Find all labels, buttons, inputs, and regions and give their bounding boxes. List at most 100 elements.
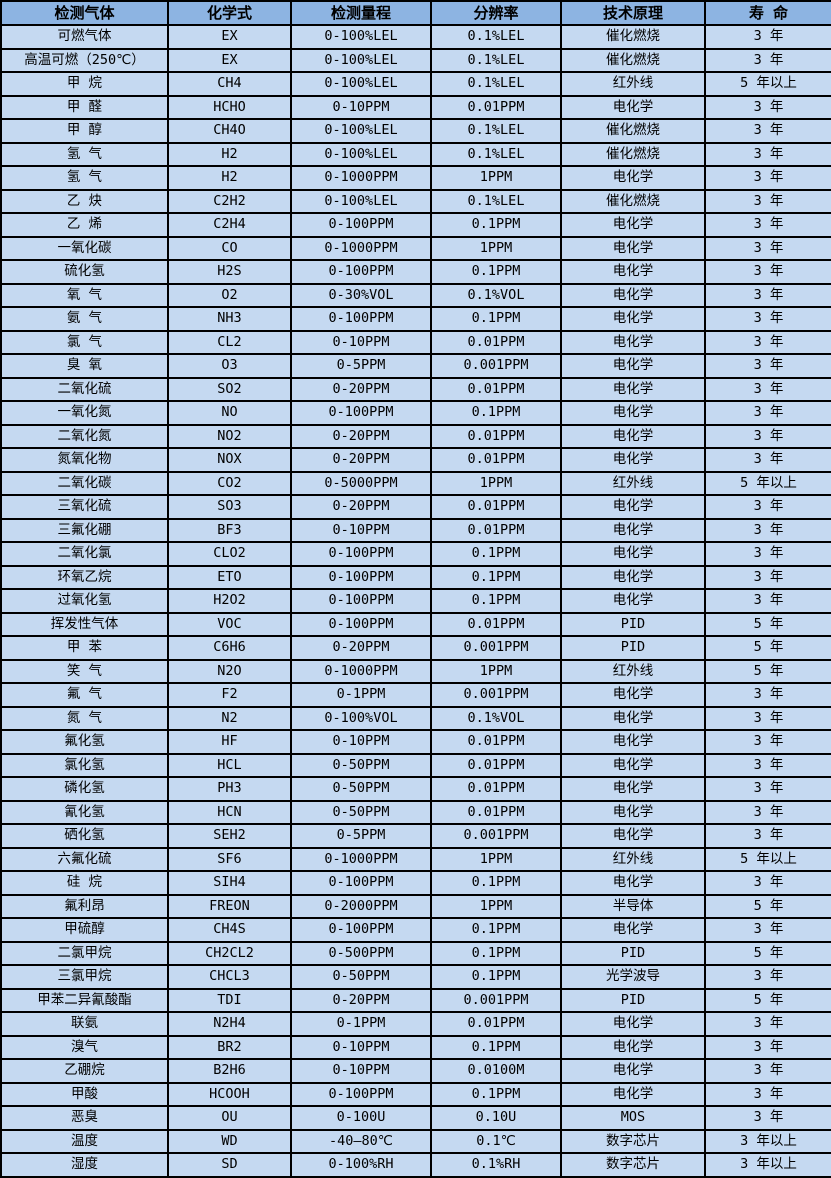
- lifespan-cell: 3 年: [704, 165, 831, 191]
- resolution-cell: 0.0100M: [430, 1058, 562, 1084]
- gas-name-cell: 氮 气: [0, 705, 169, 731]
- lifespan-cell: 3 年: [704, 564, 831, 590]
- gas-name-cell: 氯 气: [0, 329, 169, 355]
- gas-name-cell: 氰化氢: [0, 799, 169, 825]
- lifespan-cell: 3 年: [704, 447, 831, 473]
- lifespan-cell: 5 年以上: [704, 846, 831, 872]
- table-row: 甲苯二异氰酸酯 TDI 0-20PPM 0.001PPM PID 5 年: [0, 987, 831, 1013]
- principle-cell: 电化学: [560, 588, 706, 614]
- principle-cell: 电化学: [560, 1034, 706, 1060]
- range-cell: 0-100PPM: [290, 400, 432, 426]
- principle-cell: 电化学: [560, 823, 706, 849]
- formula-cell: EX: [167, 24, 292, 50]
- formula-cell: HCL: [167, 752, 292, 778]
- table-row: 氟利昂 FREON 0-2000PPM 1PPM 半导体 5 年: [0, 893, 831, 919]
- gas-name-cell: 硅 烷: [0, 870, 169, 896]
- column-header-range: 检测量程: [290, 0, 432, 26]
- resolution-cell: 1PPM: [430, 470, 562, 496]
- formula-cell: H2O2: [167, 588, 292, 614]
- principle-cell: 半导体: [560, 893, 706, 919]
- principle-cell: 电化学: [560, 282, 706, 308]
- gas-name-cell: 氢 气: [0, 165, 169, 191]
- range-cell: 0-10PPM: [290, 329, 432, 355]
- formula-cell: CH4S: [167, 917, 292, 943]
- lifespan-cell: 3 年: [704, 752, 831, 778]
- principle-cell: 催化燃烧: [560, 188, 706, 214]
- formula-cell: O2: [167, 282, 292, 308]
- lifespan-cell: 5 年以上: [704, 71, 831, 97]
- gas-name-cell: 挥发性气体: [0, 611, 169, 637]
- gas-name-cell: 甲酸: [0, 1081, 169, 1107]
- principle-cell: 电化学: [560, 541, 706, 567]
- resolution-cell: 0.1PPM: [430, 259, 562, 285]
- resolution-cell: 0.01PPM: [430, 517, 562, 543]
- column-header-resolution: 分辨率: [430, 0, 562, 26]
- gas-name-cell: 氯化氢: [0, 752, 169, 778]
- formula-cell: N2H4: [167, 1011, 292, 1037]
- resolution-cell: 0.1PPM: [430, 1034, 562, 1060]
- lifespan-cell: 3 年: [704, 799, 831, 825]
- range-cell: 0-100%LEL: [290, 188, 432, 214]
- table-row: 湿度 SD 0-100%RH 0.1%RH 数字芯片 3 年以上: [0, 1152, 831, 1178]
- formula-cell: SO3: [167, 494, 292, 520]
- table-row: 氮氧化物 NOX 0-20PPM 0.01PPM 电化学 3 年: [0, 447, 831, 473]
- table-row: 磷化氢 PH3 0-50PPM 0.01PPM 电化学 3 年: [0, 776, 831, 802]
- resolution-cell: 0.01PPM: [430, 494, 562, 520]
- formula-cell: SIH4: [167, 870, 292, 896]
- range-cell: 0-50PPM: [290, 964, 432, 990]
- resolution-cell: 0.1PPM: [430, 870, 562, 896]
- resolution-cell: 0.10U: [430, 1105, 562, 1131]
- range-cell: 0-50PPM: [290, 799, 432, 825]
- formula-cell: NH3: [167, 306, 292, 332]
- gas-name-cell: 可燃气体: [0, 24, 169, 50]
- gas-name-cell: 氟 气: [0, 682, 169, 708]
- lifespan-cell: 3 年: [704, 235, 831, 261]
- lifespan-cell: 3 年: [704, 1105, 831, 1131]
- range-cell: 0-20PPM: [290, 987, 432, 1013]
- table-row: 三氧化硫 SO3 0-20PPM 0.01PPM 电化学 3 年: [0, 494, 831, 520]
- table-row: 挥发性气体 VOC 0-100PPM 0.01PPM PID 5 年: [0, 611, 831, 637]
- formula-cell: NO: [167, 400, 292, 426]
- principle-cell: 电化学: [560, 212, 706, 238]
- formula-cell: C6H6: [167, 635, 292, 661]
- formula-cell: CH2CL2: [167, 940, 292, 966]
- resolution-cell: 0.1%RH: [430, 1152, 562, 1178]
- gas-name-cell: 乙 烯: [0, 212, 169, 238]
- formula-cell: N2O: [167, 658, 292, 684]
- resolution-cell: 0.01PPM: [430, 329, 562, 355]
- principle-cell: 数字芯片: [560, 1152, 706, 1178]
- resolution-cell: 0.1PPM: [430, 588, 562, 614]
- table-row: 二氧化氮 NO2 0-20PPM 0.01PPM 电化学 3 年: [0, 423, 831, 449]
- range-cell: 0-100U: [290, 1105, 432, 1131]
- gas-name-cell: 三氟化硼: [0, 517, 169, 543]
- lifespan-cell: 3 年: [704, 118, 831, 144]
- column-header-principle: 技术原理: [560, 0, 706, 26]
- resolution-cell: 0.1PPM: [430, 917, 562, 943]
- gas-name-cell: 三氧化硫: [0, 494, 169, 520]
- gas-name-cell: 乙 炔: [0, 188, 169, 214]
- range-cell: 0-100PPM: [290, 541, 432, 567]
- formula-cell: PH3: [167, 776, 292, 802]
- table-row: 硫化氢 H2S 0-100PPM 0.1PPM 电化学 3 年: [0, 259, 831, 285]
- gas-name-cell: 笑 气: [0, 658, 169, 684]
- formula-cell: CHCL3: [167, 964, 292, 990]
- range-cell: 0-100PPM: [290, 1081, 432, 1107]
- range-cell: 0-1000PPM: [290, 235, 432, 261]
- gas-name-cell: 联氨: [0, 1011, 169, 1037]
- lifespan-cell: 3 年以上: [704, 1128, 831, 1154]
- table-body: 可燃气体 EX 0-100%LEL 0.1%LEL 催化燃烧 3 年高温可燃（250℃） E…: [0, 24, 831, 1178]
- resolution-cell: 0.01PPM: [430, 799, 562, 825]
- table-row: 甲酸 HCOOH 0-100PPM 0.1PPM 电化学 3 年: [0, 1081, 831, 1107]
- gas-name-cell: 恶臭: [0, 1105, 169, 1131]
- principle-cell: 电化学: [560, 870, 706, 896]
- lifespan-cell: 3 年: [704, 47, 831, 73]
- principle-cell: 电化学: [560, 705, 706, 731]
- formula-cell: BR2: [167, 1034, 292, 1060]
- principle-cell: 电化学: [560, 799, 706, 825]
- resolution-cell: 0.01PPM: [430, 376, 562, 402]
- gas-name-cell: 过氧化氢: [0, 588, 169, 614]
- resolution-cell: 1PPM: [430, 165, 562, 191]
- formula-cell: HCHO: [167, 94, 292, 120]
- gas-name-cell: 氢 气: [0, 141, 169, 167]
- table-row: 氯 气 CL2 0-10PPM 0.01PPM 电化学 3 年: [0, 329, 831, 355]
